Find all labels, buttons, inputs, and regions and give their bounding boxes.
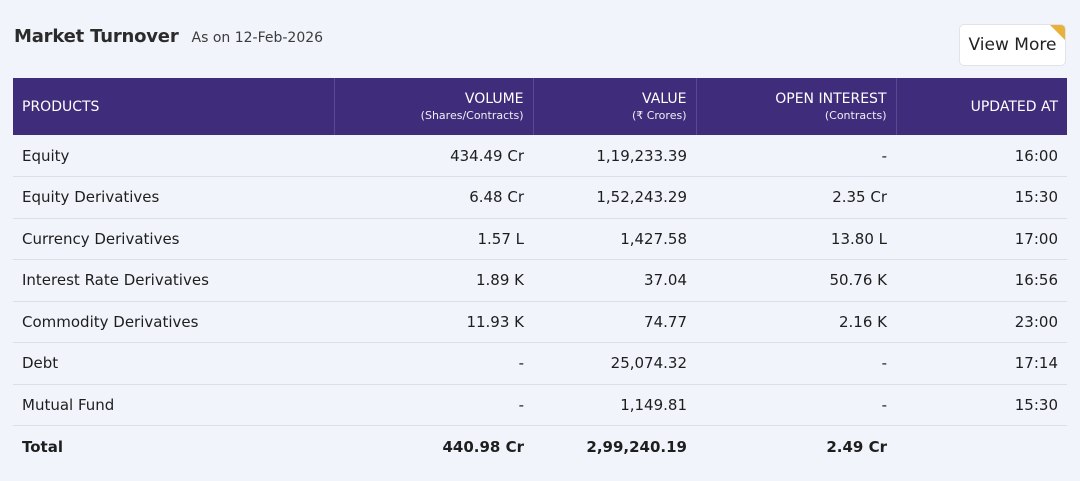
volume-cell: 1.57 L	[334, 218, 533, 260]
table-header-row: PRODUCTS VOLUME (Shares/Contracts) VALUE…	[13, 78, 1067, 135]
column-header-products: PRODUCTS	[13, 78, 334, 135]
updated-at-cell: 17:00	[896, 218, 1067, 260]
value-cell: 1,427.58	[533, 218, 696, 260]
open-interest-cell: 50.76 K	[696, 259, 896, 302]
volume-cell: 1.89 K	[334, 259, 533, 302]
total-volume: 440.98 Cr	[442, 437, 524, 456]
updated-at-cell: 23:00	[896, 301, 1067, 343]
product-name: Currency Derivatives	[13, 218, 334, 260]
volume-cell: 11.93 K	[334, 301, 533, 343]
updated-at-cell: 15:30	[896, 176, 1067, 219]
column-header-value: VALUE (₹ Crores)	[532, 78, 696, 135]
table-row: Commodity Derivatives 11.93 K 74.77 2.16…	[13, 301, 1067, 343]
total-label: Total	[22, 437, 63, 456]
product-name: Equity Derivatives	[13, 176, 334, 219]
open-interest-cell: -	[696, 135, 896, 177]
view-more-label: View More	[968, 35, 1057, 55]
volume-cell: -	[334, 384, 533, 426]
total-value: 2,99,240.19	[586, 437, 687, 456]
table-row: Debt - 25,074.32 - 17:14	[13, 342, 1067, 385]
updated-at-cell: 16:56	[896, 259, 1067, 302]
updated-at-cell: 16:00	[896, 135, 1067, 177]
corner-flag-icon	[1049, 25, 1065, 41]
product-name: Mutual Fund	[13, 384, 334, 426]
table-row: Interest Rate Derivatives 1.89 K 37.04 5…	[13, 259, 1067, 302]
value-cell: 37.04	[533, 259, 696, 302]
open-interest-cell: 13.80 L	[696, 218, 896, 260]
table-row: Equity Derivatives 6.48 Cr 1,52,243.29 2…	[13, 176, 1067, 219]
value-cell: 1,19,233.39	[533, 135, 696, 177]
updated-at-cell: 17:14	[896, 342, 1067, 385]
table-row: Mutual Fund - 1,149.81 - 15:30	[13, 384, 1067, 426]
product-name: Interest Rate Derivatives	[13, 259, 334, 302]
widget-title: Market Turnover	[14, 26, 179, 47]
value-cell: 25,074.32	[533, 342, 696, 385]
table-row: Equity 434.49 Cr 1,19,233.39 - 16:00	[13, 135, 1067, 177]
open-interest-cell: -	[696, 384, 896, 426]
updated-at-cell: 15:30	[896, 384, 1067, 426]
volume-cell: 434.49 Cr	[334, 135, 533, 177]
open-interest-cell: -	[696, 342, 896, 385]
column-header-updated-at: UPDATED AT	[895, 78, 1067, 135]
view-more-button[interactable]: View More	[959, 24, 1066, 66]
value-cell: 1,52,243.29	[533, 176, 696, 219]
total-open-interest: 2.49 Cr	[826, 437, 887, 456]
table-total-row: Total 440.98 Cr 2,99,240.19 2.49 Cr	[13, 426, 1067, 468]
turnover-table: PRODUCTS VOLUME (Shares/Contracts) VALUE…	[13, 78, 1067, 468]
volume-cell: -	[334, 342, 533, 385]
widget-header: Market Turnover As on 12-Feb-2026	[14, 26, 323, 47]
open-interest-cell: 2.16 K	[696, 301, 896, 343]
value-cell: 74.77	[533, 301, 696, 343]
product-name: Equity	[13, 135, 334, 177]
column-header-open-interest: OPEN INTEREST (Contracts)	[695, 78, 896, 135]
column-header-volume: VOLUME (Shares/Contracts)	[333, 78, 533, 135]
value-cell: 1,149.81	[533, 384, 696, 426]
table-row: Currency Derivatives 1.57 L 1,427.58 13.…	[13, 218, 1067, 260]
product-name: Debt	[13, 342, 334, 385]
as-of-date: As on 12-Feb-2026	[191, 30, 324, 46]
open-interest-cell: 2.35 Cr	[696, 176, 896, 219]
volume-cell: 6.48 Cr	[334, 176, 533, 219]
product-name: Commodity Derivatives	[13, 301, 334, 343]
total-updated-at	[896, 426, 1067, 468]
